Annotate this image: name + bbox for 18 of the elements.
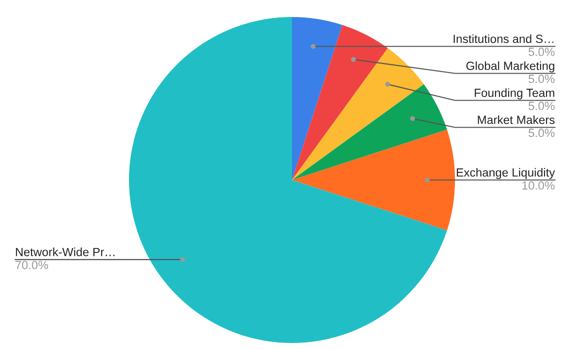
pie-slice xyxy=(292,48,424,180)
slice-label: Founding Team xyxy=(474,88,554,100)
slice-label: Institutions and S… xyxy=(454,34,554,44)
slice-label: Market Makers xyxy=(478,115,555,124)
pie-slice xyxy=(292,17,342,180)
pie-slice xyxy=(292,84,448,180)
pie-slice xyxy=(292,130,455,230)
data-label: 5.0% xyxy=(528,48,555,56)
data-label: 70.0% xyxy=(16,260,48,270)
slice-label: Exchange Liquidity xyxy=(456,168,555,179)
slice-label: Global Marketing xyxy=(466,61,554,72)
data-label: 10.0% xyxy=(522,181,555,190)
data-label: 5.0% xyxy=(528,74,555,84)
slice-label: Network-Wide Pr… xyxy=(16,248,114,256)
data-label: 5.0% xyxy=(528,102,555,110)
pie-slice xyxy=(129,17,448,343)
pie-slice xyxy=(292,24,388,180)
data-label: 5.0% xyxy=(528,128,555,138)
